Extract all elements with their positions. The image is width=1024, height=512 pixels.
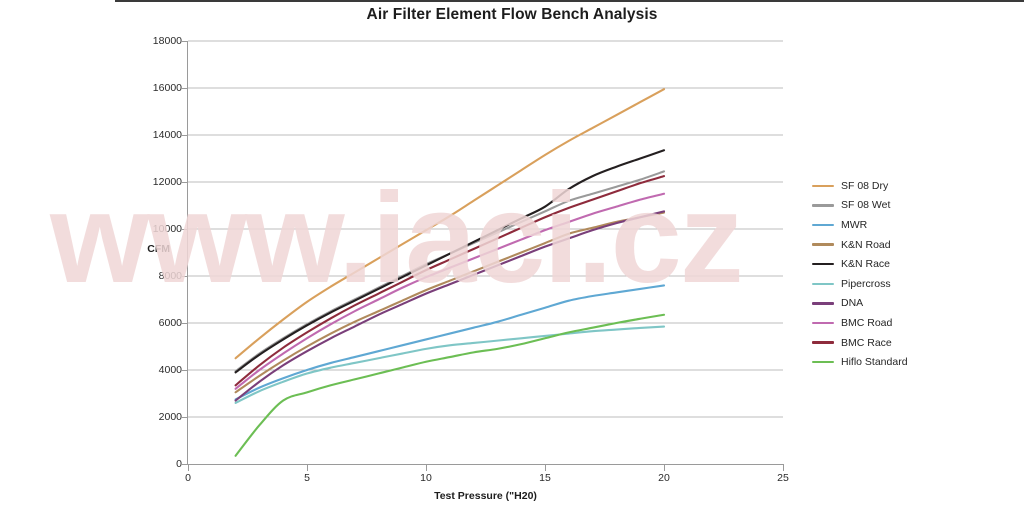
legend-label: BMC Race (841, 336, 892, 349)
series-line (234, 313, 666, 457)
y-tick-mark (181, 182, 188, 183)
y-tick-mark (181, 276, 188, 277)
legend-label: Pipercross (841, 277, 891, 290)
x-tick-label: 0 (185, 472, 191, 484)
legend-item[interactable]: K&N Race (812, 254, 982, 274)
y-tick-mark (181, 229, 188, 230)
legend-color-swatch (812, 262, 834, 266)
legend: SF 08 Dry SF 08 Wet MWR K&N Road K&N Race Pip… (812, 176, 982, 372)
series-line (234, 284, 666, 401)
x-tick-mark (426, 464, 427, 471)
y-tick-mark (181, 135, 188, 136)
top-divider (115, 0, 1024, 2)
x-tick-mark (545, 464, 546, 471)
series-line (234, 210, 666, 402)
legend-item[interactable]: DNA (812, 294, 982, 314)
x-tick-label: 25 (777, 472, 789, 484)
y-tick-label: 6000 (158, 317, 182, 329)
legend-label: BMC Road (841, 316, 893, 329)
legend-color-swatch (812, 204, 834, 207)
y-tick-label: 10000 (152, 223, 182, 235)
series-line (234, 325, 666, 404)
y-tick-label: 8000 (158, 270, 182, 282)
legend-label: Hiflo Standard (841, 356, 908, 369)
y-tick-mark (181, 464, 188, 465)
x-tick-label: 5 (304, 472, 310, 484)
legend-label: K&N Race (841, 258, 891, 271)
legend-item[interactable]: Pipercross (812, 274, 982, 294)
y-tick-label: 16000 (152, 82, 182, 94)
series-line (234, 175, 666, 387)
y-tick-mark (181, 417, 188, 418)
legend-item[interactable]: BMC Road (812, 313, 982, 333)
legend-color-swatch (812, 184, 834, 187)
y-axis-line (187, 41, 188, 465)
legend-color-swatch (812, 302, 834, 305)
y-tick-label: 0 (176, 458, 182, 470)
y-tick-mark (181, 323, 188, 324)
legend-color-swatch (812, 223, 834, 227)
legend-label: DNA (841, 297, 864, 310)
x-axis-title: Test Pressure ("H20) (434, 490, 537, 502)
legend-item[interactable]: Hiflo Standard (812, 352, 982, 372)
y-tick-label: 2000 (158, 411, 182, 423)
legend-label: K&N Road (841, 238, 891, 251)
series-line (234, 88, 666, 360)
chart-title: Air Filter Element Flow Bench Analysis (366, 6, 658, 23)
series-canvas (188, 40, 783, 457)
y-tick-mark (181, 88, 188, 89)
watermark: www.iaci.cz (50, 167, 744, 310)
legend-item[interactable]: K&N Road (812, 235, 982, 255)
legend-color-swatch (812, 321, 834, 325)
legend-label: SF 08 Dry (841, 179, 889, 192)
x-tick-mark (664, 464, 665, 471)
y-tick-label: 4000 (158, 364, 182, 376)
y-tick-mark (181, 370, 188, 371)
x-tick-mark (783, 464, 784, 471)
plot-area (188, 40, 783, 464)
x-tick-label: 10 (420, 472, 432, 484)
x-axis-line (187, 464, 783, 465)
y-tick-label: 12000 (152, 176, 182, 188)
x-axis-tick-labels: 0 5 10 15 20 25 (0, 472, 1024, 492)
x-tick-label: 20 (658, 472, 670, 484)
legend-label: MWR (841, 218, 868, 231)
y-tick-mark (181, 41, 188, 42)
legend-item[interactable]: SF 08 Dry (812, 176, 982, 196)
legend-item[interactable]: SF 08 Wet (812, 196, 982, 216)
series-line (234, 211, 666, 394)
legend-color-swatch (812, 360, 834, 364)
legend-color-swatch (812, 341, 834, 344)
legend-color-swatch (812, 243, 834, 246)
y-tick-label: 14000 (152, 129, 182, 141)
series-line (234, 192, 666, 390)
series-line (234, 149, 666, 374)
y-axis-title: CFM (147, 243, 170, 255)
x-tick-mark (307, 464, 308, 471)
legend-label: SF 08 Wet (841, 199, 891, 212)
legend-item[interactable]: MWR (812, 215, 982, 235)
x-tick-label: 15 (539, 472, 551, 484)
y-tick-label: 18000 (152, 35, 182, 47)
legend-color-swatch (812, 282, 834, 285)
x-tick-mark (188, 464, 189, 471)
legend-item[interactable]: BMC Race (812, 333, 982, 353)
